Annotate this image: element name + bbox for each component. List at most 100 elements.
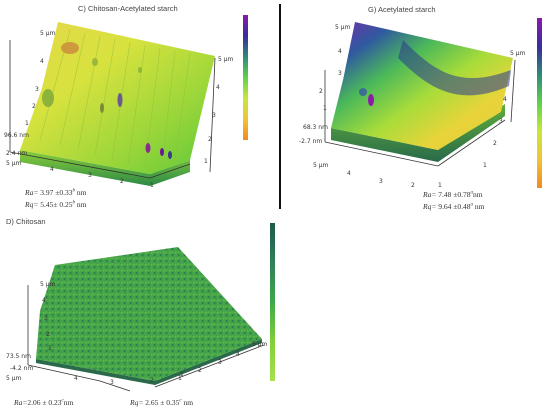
panel-c-x-tick-1: 4 (50, 166, 54, 173)
panel-c-x-tick-4: 1 (150, 182, 154, 189)
panel-d-rq-unit: nm (181, 398, 194, 407)
panel-g-left-tick-2: 3 (338, 70, 342, 77)
panel-g-ra-label: Ra= (423, 190, 437, 199)
panel-c: C) Chitosan-Acetylated starch (0, 0, 275, 215)
panel-d-y-tick-1: 4 (236, 351, 240, 358)
panel-c-left-tick-4: 1 (25, 120, 29, 127)
panel-d-left-tick-0: 5 μm (40, 281, 56, 288)
panel-c-x-tick-2: 3 (88, 172, 92, 179)
panel-g-zmin-label: -2.7 nm (299, 138, 323, 145)
panel-g-surface-plot (324, 22, 516, 167)
panel-d-surface-plot (27, 247, 265, 392)
panel-d-ra: Ra=2.06 ± 0.23cnm (14, 398, 73, 407)
panel-g-colorbar (537, 18, 542, 188)
panel-d-title: D) Chitosan (6, 217, 46, 226)
panel-c-rq-label: Rq= (25, 200, 39, 209)
panel-c-surface-plot (9, 22, 216, 186)
panel-g-left-tick-3: 2 (319, 88, 323, 95)
panel-g-rq-unit: nm (473, 202, 485, 211)
panel-d-y-tick-0: 5 μm (252, 341, 268, 348)
panel-c-y-tick-1: 4 (216, 84, 220, 91)
panel-c-axes (9, 40, 216, 179)
panel-d-ra-sup: c (61, 398, 64, 404)
panel-c-zmax-label: 96.6 nm (4, 132, 29, 139)
panel-d-left-tick-4: 1 (48, 345, 52, 352)
panel-d-zmax-label: 73.5 nm (6, 353, 31, 360)
panel-d-x-tick-0: 5 μm (6, 375, 22, 382)
panel-d-left-tick-2: 3 (44, 315, 48, 322)
panel-c-colorbar (243, 15, 248, 140)
panel-d-x-tick-4: 1 (180, 371, 184, 378)
panel-c-ra-sup: b (72, 188, 76, 194)
panel-c-y-tick-2: 3 (212, 112, 216, 119)
panel-c-y-tick-3: 2 (208, 136, 212, 143)
panel-g-ra-sup: a (470, 190, 474, 196)
panel-c-left-tick-2: 3 (35, 86, 39, 93)
panel-d-left-tick-1: 4 (42, 297, 46, 304)
panel-c-ra-label: Ra= (25, 188, 39, 197)
panel-c-left-tick-3: 2 (32, 103, 36, 110)
panel-c-y-tick-4: 1 (204, 158, 208, 165)
panel-d-colorbar (270, 223, 275, 381)
panel-g-ra-unit: nm (473, 190, 483, 199)
panel-g-x-tick-4: 1 (438, 182, 442, 189)
panel-d-ra-unit: nm (63, 398, 74, 407)
panel-d-axes (27, 285, 265, 392)
panel-c-y-tick-0: 5 μm (218, 56, 234, 63)
panel-g-y-tick-0: 5 μm (510, 50, 526, 57)
panel-g-zmax-label: 68.3 nm (303, 124, 328, 131)
panel-c-peaks (42, 42, 172, 159)
panel-c-x-tick-3: 2 (120, 178, 124, 185)
panel-d-x-tick-1: 4 (74, 375, 78, 382)
panel-d-y-tick-4: 1 (178, 375, 182, 382)
panel-d-x-tick-3: 2 (150, 377, 154, 384)
panel-g-ra: Ra= 7.48 ±0.78anm (423, 190, 483, 199)
panel-g-y-tick-4: 1 (483, 162, 487, 169)
panel-d-rq-label: Rq= (130, 398, 144, 407)
panel-d-y-tick-3: 2 (198, 367, 202, 374)
panel-d-surface (36, 247, 262, 381)
panel-g-dark-band (398, 40, 511, 96)
panel-c-left-tick-1: 4 (40, 58, 44, 65)
panel-g-y-tick-3: 2 (493, 140, 497, 147)
panel-g-rq-value: 9.64 ±0.48 (438, 202, 471, 211)
panel-c-ra: Ra= 3.97 ±0.33b nm (25, 188, 87, 197)
panel-d-ra-value: 2.06 ± 0.23 (27, 398, 62, 407)
panel-c-rq-unit: nm (75, 200, 87, 209)
panel-d-rq-value: 2.65 ± 0.35 (145, 398, 180, 407)
panel-g-rq-label: Rq= (423, 202, 437, 211)
panel-c-surface (20, 22, 215, 174)
panel-g-left-tick-0: 5 μm (335, 24, 351, 31)
panel-c-rq: Rq= 5.45± 0.25b nm (25, 200, 87, 209)
panel-c-rq-sup: b (72, 200, 76, 206)
panel-g-x-tick-1: 4 (347, 170, 351, 177)
panel-g-x-tick-0: 5 μm (313, 162, 329, 169)
panel-c-zmin-label: 2.4 nm (6, 150, 28, 157)
panel-g-surface (331, 22, 513, 150)
panel-divider (279, 4, 281, 209)
panel-c-ra-value: 3.97 ±0.33 (40, 188, 73, 197)
panel-c-ra-unit: nm (75, 188, 87, 197)
panel-g-surface-edge (331, 104, 505, 162)
panel-c-rq-value: 5.45± 0.25 (40, 200, 73, 209)
panel-c-x-tick-0: 5 μm (6, 160, 22, 167)
panel-c-left-tick-0: 5 μm (40, 30, 56, 37)
panel-g: G) Acetylated starch (283, 0, 550, 215)
panel-g-axes (324, 59, 516, 167)
panel-g-rq-sup: a (470, 202, 474, 208)
panel-g-y-tick-1: 4 (503, 96, 507, 103)
panel-d-rq-sup: c (179, 398, 182, 404)
panel-g-rq: Rq= 9.64 ±0.48a nm (423, 202, 485, 211)
panel-d-y-tick-2: 3 (218, 359, 222, 366)
panel-g-title: G) Acetylated starch (368, 5, 436, 14)
panel-g-left-tick-1: 4 (338, 48, 342, 55)
panel-d-zmin-label: -4.2 nm (10, 365, 34, 372)
panel-d-x-tick-2: 3 (110, 379, 114, 386)
panel-g-peak-2 (359, 88, 367, 96)
panel-d-rq: Rq= 2.65 ± 0.35c nm (130, 398, 193, 407)
panel-c-surface-edge (20, 150, 190, 186)
panel-g-y-tick-2: 3 (499, 118, 503, 125)
panel-g-left-tick-4: 1 (323, 105, 327, 112)
panel-c-title: C) Chitosan-Acetylated starch (78, 4, 178, 13)
panel-g-peak-1 (368, 94, 374, 106)
